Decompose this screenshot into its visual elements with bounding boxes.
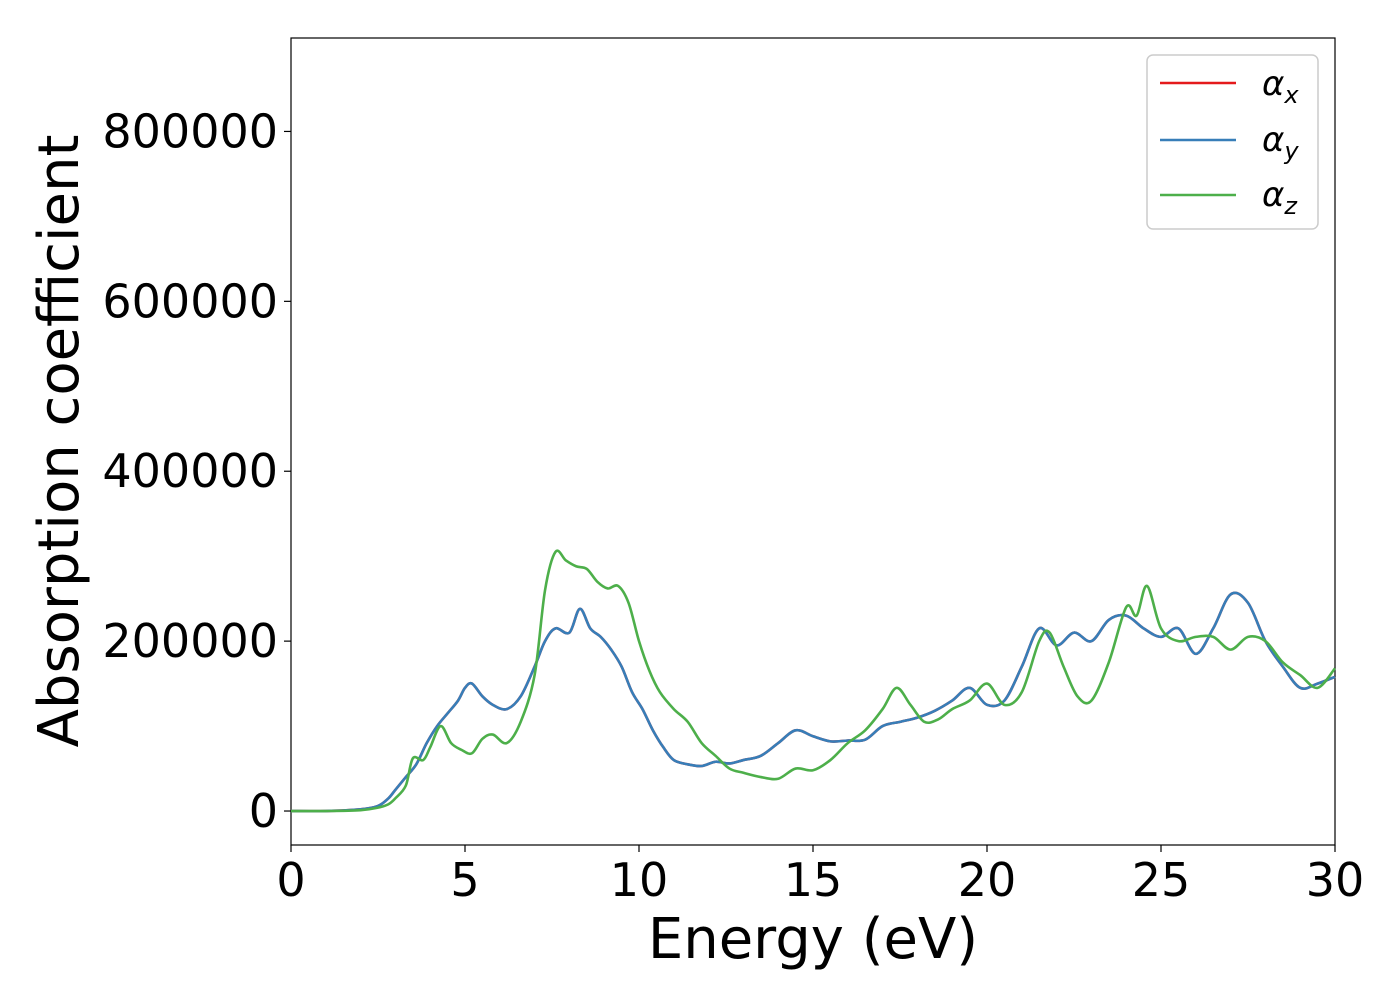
y-tick-label: 800000 [102,104,278,158]
y-tick-label: 400000 [102,444,278,498]
x-tick-label: 20 [958,853,1017,907]
x-tick-label: 15 [784,853,843,907]
y-tick-label: 0 [249,784,278,838]
legend-label-alpha-z: αz [1262,175,1298,220]
x-axis-ticks: 0 5 10 15 20 25 30 [276,845,1364,907]
y-axis-label: Absorption coefficient [27,135,92,748]
x-tick-label: 25 [1132,853,1191,907]
y-axis-ticks: 0 200000 400000 600000 800000 [102,104,291,838]
legend-box [1146,54,1319,230]
y-tick-label: 200000 [102,614,278,668]
legend-label-alpha-x: αx [1262,64,1299,109]
x-tick-label: 0 [276,853,305,907]
x-tick-label: 30 [1306,853,1365,907]
series-layer [290,549,1337,813]
series-line-alpha-z [290,549,1337,813]
legend: αx αy αz [1146,54,1319,230]
y-tick-label: 600000 [102,274,278,328]
x-tick-label: 5 [450,853,479,907]
legend-label-alpha-y: αy [1262,120,1299,165]
x-tick-label: 10 [610,853,669,907]
series-line-alpha-y [290,591,1336,813]
x-axis-label: Energy (eV) [648,907,978,972]
